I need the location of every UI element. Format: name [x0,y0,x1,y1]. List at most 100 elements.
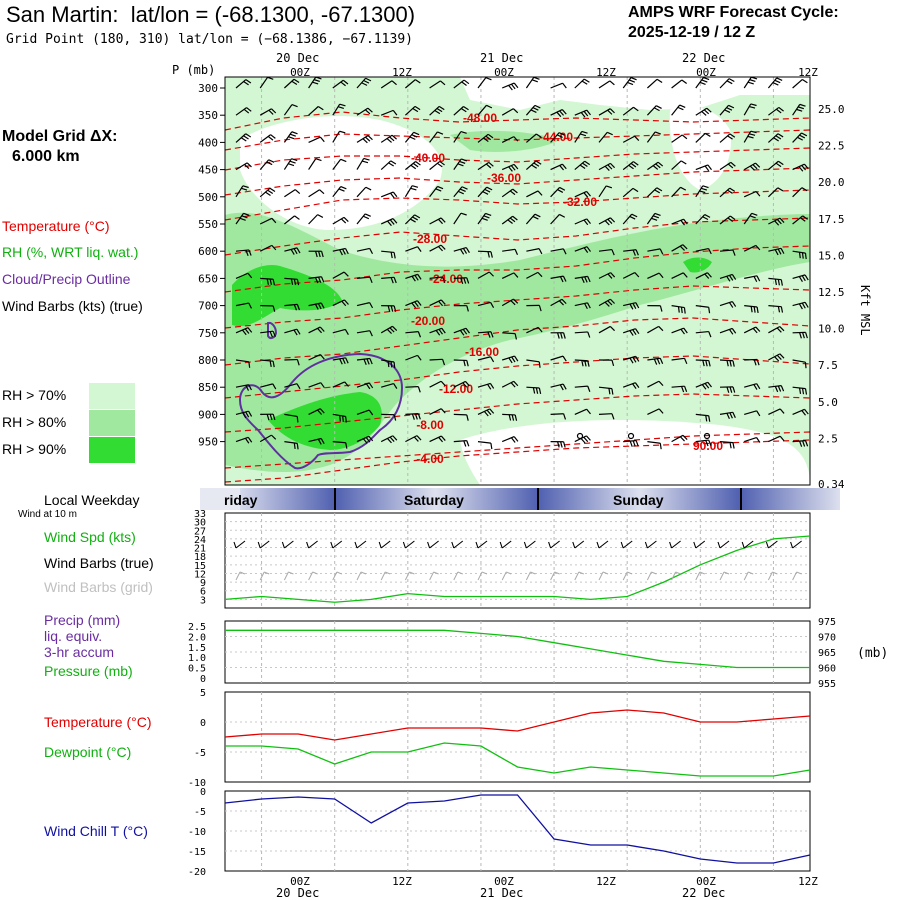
surface-wind-barb [354,540,367,549]
wind-barb [453,359,469,367]
rh90-region-c [683,257,712,273]
kft-tick-label: 22.5 [818,140,845,153]
wind-barb [550,213,566,225]
wind-barb [332,357,349,365]
rh-fill-layer [225,77,810,485]
wind-barb [622,106,639,116]
wind-barb [429,185,444,198]
bottom-time-tick-label: 12Z [798,875,818,888]
isotherm-line [225,393,810,433]
wind-barb [283,78,300,89]
wind-barb [743,190,761,198]
precip-tick-label: 2.5 [188,622,206,633]
wind-barb [743,103,757,116]
wind-barb [792,331,808,339]
wind-barb [380,435,398,444]
wind-barb [405,300,422,309]
wind-barb [477,331,494,338]
wind-barb [525,213,541,225]
wind-barb [259,244,277,252]
wind-barb [404,185,419,198]
wind-barb [477,250,493,258]
legend-barbs: Wind Barbs (kts) (true) [2,298,143,314]
weekday-sunday: Sunday [613,492,664,508]
wind-barb [792,440,809,447]
p-label: P (mb) [172,63,216,77]
wind-barb [647,357,664,365]
wind-barb [477,441,493,450]
isotherm-line [225,431,810,469]
wind-barb [380,160,397,171]
grid-wind-barb [380,571,391,581]
wind-barb [695,381,712,390]
surface-wind-barb [765,540,778,549]
grid-point: Grid Point (180, 310) lat/lon = (−68.138… [6,32,413,47]
wind-barb [381,359,396,369]
wind-barb [623,328,640,336]
windchill-panel-frame [224,790,811,872]
wind-barb [404,214,421,225]
cycle-value: 2025-12-19 / 12 Z [628,24,756,41]
wind-barb [647,325,664,334]
windchill-tick-label: -5 [194,807,206,818]
wind-barb [744,436,761,443]
legend-temperature: Temperature (°C) [2,218,110,234]
kft-tick-label: 25.0 [818,103,845,116]
grid-wind-barb [767,571,778,581]
wind-barb [719,215,736,225]
wind-barb [671,104,686,116]
isotherm-label: -32.00 [563,195,597,209]
wind-barb [477,161,494,171]
precip-tick-label: 0.5 [188,664,206,675]
wind-tick-label: 27 [194,526,206,537]
wind-barb [405,386,421,393]
wind-barb [381,413,397,421]
wind-barb [235,133,252,143]
calm-wind-marker [627,432,635,440]
wind-barb [356,382,374,390]
wind-barb [671,160,687,171]
wind-barb [743,326,761,334]
pressure-tick-label: 970 [818,633,836,644]
wind-barb [792,215,808,225]
wind-barb [259,187,276,198]
surface-wind-barb [596,540,609,549]
wind-barb [284,413,299,423]
wind-barb [623,302,640,310]
wind-barb [332,328,349,335]
wind-barb [453,130,467,143]
wind-barb [792,78,808,89]
wind-barb [308,437,325,445]
wind-tick-label: 21 [194,544,206,555]
windchill-tick-label: -20 [188,867,206,878]
wind-barb [502,248,519,256]
wind-barb [646,105,662,116]
legend-rh90-swatch [89,437,135,463]
wind-barb [744,358,760,366]
wind-barb [792,250,807,260]
wind-barb [284,441,299,450]
wind-barb [308,302,325,310]
pressure-tick-label: 650 [198,272,218,285]
isotherm-line [225,439,810,483]
wind-barb [429,160,445,171]
wind-barb [768,305,784,313]
wind-barb [453,158,468,170]
wind-barb [719,187,736,198]
wind-barb [284,215,300,225]
windchill-label: Wind Chill T (°C) [44,823,148,839]
liq-label: liq. equiv. [44,628,103,644]
wind-barb [719,441,735,449]
accum-label: 3-hr accum [44,644,115,660]
wind-barb [381,276,397,284]
kft-tick-label: 15.0 [818,249,845,262]
wind-barb [526,304,542,312]
wind-barb [405,354,422,361]
wind-barb [622,187,639,198]
wind-barb [284,303,301,311]
wind-barb [574,130,588,143]
wind-barb [767,133,784,143]
wind-barb [405,413,421,420]
legend-rh70-swatch [89,383,135,409]
